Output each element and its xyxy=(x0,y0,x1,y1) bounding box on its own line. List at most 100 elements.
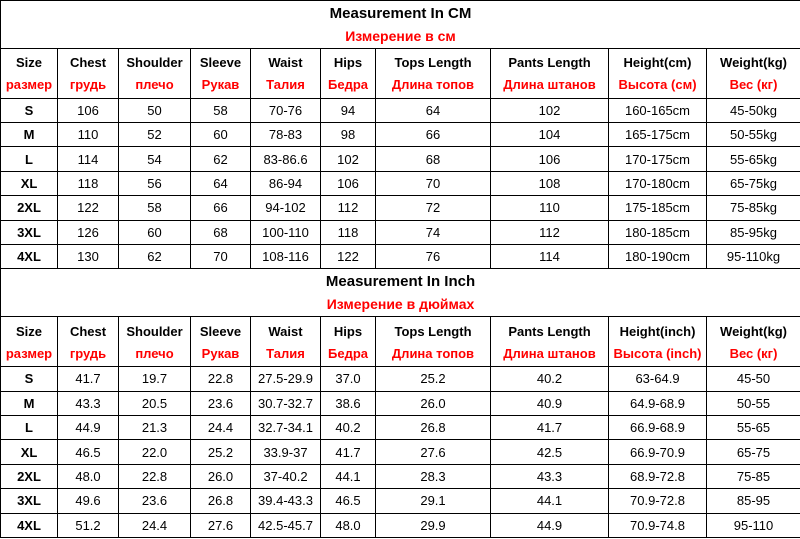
size-label-cell: L xyxy=(0,414,58,441)
measurement-value-cell: 26.0 xyxy=(375,390,491,416)
measurement-value-cell: 22.8 xyxy=(190,366,251,392)
column-header-en: Sleeve xyxy=(199,323,242,339)
measurement-value-cell: 180-185cm xyxy=(608,219,707,246)
measurement-value-cell: 44.1 xyxy=(490,488,609,514)
size-label-cell: L xyxy=(0,146,58,172)
measurement-value-cell: 42.5 xyxy=(490,439,609,465)
table-row: XL 118 56 64 86-94 106 70 108 170-180cm 65-75kg xyxy=(0,170,800,197)
column-header-en: Height(inch) xyxy=(619,323,696,339)
measurement-value-cell: 26.8 xyxy=(190,488,251,514)
table-title-row: Measurement In Inch Измерение в дюймах xyxy=(0,268,800,318)
size-label-cell: XL xyxy=(0,170,58,197)
measurement-value-cell: 32.7-34.1 xyxy=(250,414,321,441)
measurement-value-cell: 58 xyxy=(118,195,191,221)
column-header-ru: Бедра xyxy=(328,345,368,361)
measurement-value-cell: 56 xyxy=(118,170,191,197)
column-header-ru: размер xyxy=(5,77,53,93)
measurement-value-cell: 66 xyxy=(190,195,251,221)
measurement-value-cell: 68 xyxy=(190,219,251,246)
column-header-weight-kg: Weight(kg) Вес (кг) xyxy=(705,316,800,368)
measurement-value-cell: 26.0 xyxy=(190,463,251,490)
table-row: 2XL 122 58 66 94-102 112 72 110 175-185cm 75-85kg xyxy=(0,195,800,221)
column-header-en: Size xyxy=(15,323,42,339)
table-row: 2XL 48.0 22.8 26.0 37-40.2 44.1 28.3 43.3 68.9-7… xyxy=(0,463,800,490)
measurement-value-cell: 70.9-72.8 xyxy=(608,488,707,514)
measurement-value-cell: 29.9 xyxy=(375,512,491,539)
measurement-value-cell: 175-185cm xyxy=(608,195,707,221)
measurement-value-cell: 51.2 xyxy=(57,512,119,539)
column-header-waist: Waist Талия xyxy=(250,316,321,368)
size-label-cell: XL xyxy=(0,439,58,465)
measurement-value-cell: 27.6 xyxy=(190,512,251,539)
table-title-ru: Измерение в см xyxy=(345,27,456,44)
measurement-value-cell: 24.4 xyxy=(118,512,191,539)
table-title-ru: Измерение в дюймах xyxy=(326,296,475,313)
column-header-pants-length: Pants Length Длина штанов xyxy=(490,316,609,368)
measurement-value-cell: 23.6 xyxy=(118,488,191,514)
measurement-value-cell: 22.8 xyxy=(118,463,191,490)
column-header-en: Waist xyxy=(268,55,303,71)
measurement-value-cell: 122 xyxy=(320,244,376,270)
size-label-cell: 3XL xyxy=(0,219,58,246)
measurement-value-cell: 46.5 xyxy=(320,488,376,514)
measurement-value-cell: 60 xyxy=(190,122,251,148)
measurement-value-cell: 25.2 xyxy=(375,366,491,392)
measurement-value-cell: 21.3 xyxy=(118,414,191,441)
column-header-ru: Рукав xyxy=(201,77,240,93)
measurement-value-cell: 170-175cm xyxy=(608,146,707,172)
measurement-value-cell: 62 xyxy=(118,244,191,270)
measurement-value-cell: 40.2 xyxy=(490,366,609,392)
measurement-value-cell: 102 xyxy=(490,97,609,124)
measurement-value-cell: 41.7 xyxy=(320,439,376,465)
column-header-chest: Chest грудь xyxy=(57,47,119,99)
measurement-value-cell: 126 xyxy=(57,219,119,246)
column-header-ru: Длина топов xyxy=(391,345,475,361)
measurement-value-cell: 43.3 xyxy=(57,390,119,416)
column-header-ru: Талия xyxy=(266,77,305,93)
measurement-value-cell: 54 xyxy=(118,146,191,172)
size-label-cell: M xyxy=(0,390,58,416)
measurement-value-cell: 58 xyxy=(190,97,251,124)
measurement-value-cell: 26.8 xyxy=(375,414,491,441)
size-label-cell: M xyxy=(0,122,58,148)
measurement-value-cell: 165-175cm xyxy=(608,122,707,148)
measurement-value-cell: 74 xyxy=(375,219,491,246)
column-header-weight-kg: Weight(kg) Вес (кг) xyxy=(705,47,800,99)
size-label-cell: 3XL xyxy=(0,488,58,514)
measurement-value-cell: 114 xyxy=(490,244,609,270)
measurement-value-cell: 106 xyxy=(490,146,609,172)
measurement-value-cell: 68 xyxy=(375,146,491,172)
measurement-value-cell: 85-95 xyxy=(705,488,800,514)
measurement-value-cell: 66 xyxy=(375,122,491,148)
measurement-value-cell: 52 xyxy=(118,122,191,148)
table-title-cell: Measurement In Inch Измерение в дюймах xyxy=(0,268,800,318)
measurement-value-cell: 49.6 xyxy=(57,488,119,514)
measurement-value-cell: 62 xyxy=(190,146,251,172)
measurement-value-cell: 112 xyxy=(320,195,376,221)
measurement-value-cell: 55-65 xyxy=(705,414,800,441)
column-header-tops-length: Tops Length Длина топов xyxy=(375,47,491,99)
measurement-value-cell: 44.1 xyxy=(320,463,376,490)
measurement-value-cell: 72 xyxy=(375,195,491,221)
table-row: S 106 50 58 70-76 94 64 102 160-165cm 45-50kg xyxy=(0,97,800,124)
measurement-value-cell: 118 xyxy=(57,170,119,197)
measurement-value-cell: 50-55 xyxy=(705,390,800,416)
measurement-value-cell: 24.4 xyxy=(190,414,251,441)
measurement-value-cell: 76 xyxy=(375,244,491,270)
table-row: L 44.9 21.3 24.4 32.7-34.1 40.2 26.8 41.7 66.9-6… xyxy=(0,414,800,441)
column-header-en: Shoulder xyxy=(126,55,183,71)
column-header-size: Size размер xyxy=(0,47,58,99)
measurement-value-cell: 75-85 xyxy=(705,463,800,490)
measurement-value-cell: 95-110 xyxy=(705,512,800,539)
measurement-value-cell: 110 xyxy=(490,195,609,221)
column-header-shoulder: Shoulder плечо xyxy=(118,47,191,99)
column-header-ru: размер xyxy=(5,345,53,361)
column-header-en: Shoulder xyxy=(126,323,183,339)
column-header-ru: Длина топов xyxy=(391,77,475,93)
measurement-value-cell: 70.9-74.8 xyxy=(608,512,707,539)
measurement-value-cell: 48.0 xyxy=(320,512,376,539)
table-row: 4XL 51.2 24.4 27.6 42.5-45.7 48.0 29.9 44.9 70.9… xyxy=(0,512,800,539)
column-header-en: Weight(kg) xyxy=(720,323,787,339)
